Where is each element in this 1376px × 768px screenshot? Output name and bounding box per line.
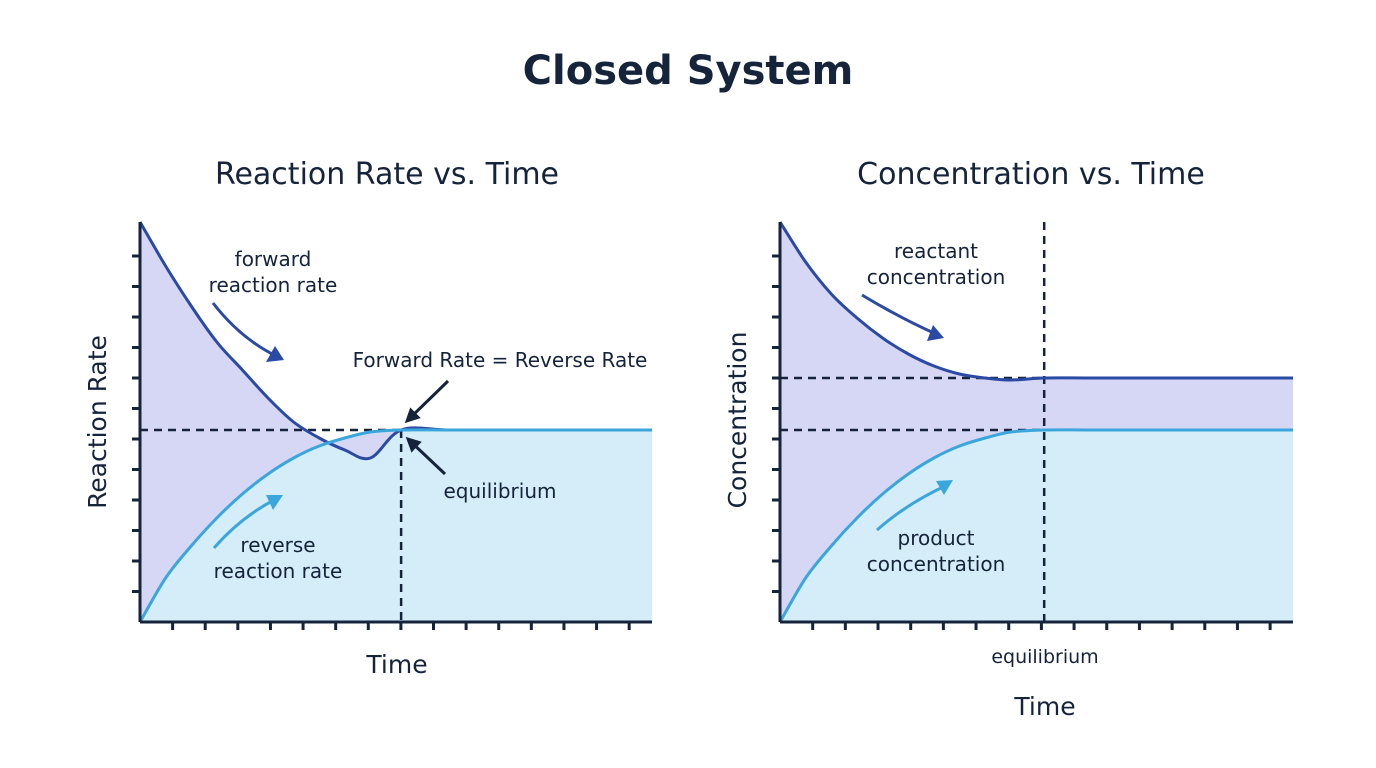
- rate-y-ticks: [132, 254, 140, 593]
- reverse-rate-label-line1: reverse: [240, 533, 315, 557]
- equilibrium-label: equilibrium: [444, 479, 557, 503]
- reactant-arrow-head: [927, 325, 944, 341]
- reactant-fill: [780, 222, 1293, 622]
- product-arrow-shaft: [876, 484, 946, 532]
- rate-x-label: Time: [365, 650, 427, 679]
- rate-chart-title: Reaction Rate vs. Time: [215, 157, 559, 192]
- concentration-y-ticks: [772, 254, 780, 593]
- rate-chart: Reaction Rate vs. Time Time Reaction Rat…: [83, 157, 652, 679]
- reactant-label-line2: concentration: [867, 265, 1006, 289]
- equilibrium-arrow: [405, 436, 447, 476]
- page-title: Closed System: [522, 48, 854, 94]
- concentration-x-label: Time: [1013, 692, 1075, 721]
- concentration-chart: Concentration vs. Time equilibrium Time …: [723, 157, 1293, 721]
- reverse-rate-arrow-head: [266, 495, 283, 510]
- concentration-chart-axes: [772, 222, 1293, 630]
- reverse-rate-arrow-shaft: [212, 498, 275, 549]
- product-label-line2: concentration: [867, 552, 1006, 576]
- rate-y-label: Reaction Rate: [83, 335, 112, 509]
- forward-rate-arrow-head: [266, 346, 284, 362]
- forward-rate-label-line2: reaction rate: [209, 273, 338, 297]
- concentration-x-ticks: [811, 622, 1272, 630]
- concentration-chart-title: Concentration vs. Time: [857, 157, 1205, 192]
- equal-rates-arrow: [404, 379, 450, 424]
- equilibrium-tick-label: equilibrium: [991, 646, 1098, 668]
- product-label-line1: product: [898, 526, 975, 550]
- reverse-rate-label-line2: reaction rate: [214, 559, 343, 583]
- product-fill: [780, 429, 1293, 622]
- concentration-y-label: Concentration: [723, 332, 752, 509]
- rate-x-ticks: [171, 622, 631, 630]
- forward-rate-label-line1: forward: [235, 247, 312, 271]
- forward-rate-arrow-shaft: [211, 302, 277, 358]
- reverse-rate-fill: [140, 429, 652, 622]
- reactant-label-line1: reactant: [894, 239, 978, 263]
- product-line: [778, 428, 1293, 623]
- reactant-line: [778, 221, 1293, 382]
- reverse-rate-line: [138, 428, 652, 623]
- rate-chart-axes: [132, 222, 652, 630]
- reactant-arrow-shaft: [861, 293, 937, 336]
- forward-rate-fill: [140, 222, 652, 622]
- product-arrow-head: [936, 480, 953, 495]
- equal-rates-label: Forward Rate = Reverse Rate: [353, 348, 648, 372]
